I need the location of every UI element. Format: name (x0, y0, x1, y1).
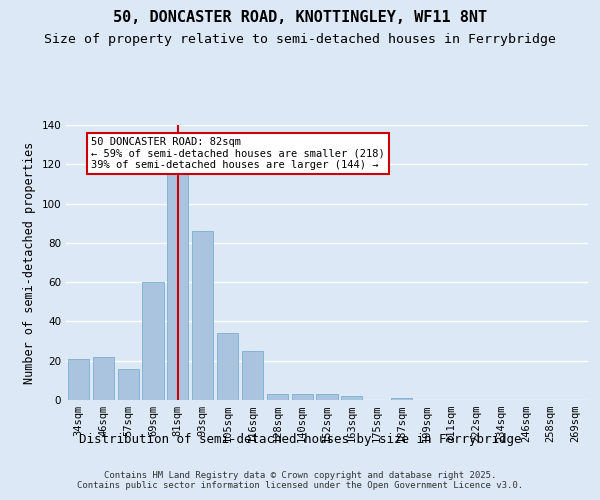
Bar (167, 168, 188, 400)
Text: Contains HM Land Registry data © Crown copyright and database right 2025.
Contai: Contains HM Land Registry data © Crown c… (77, 470, 523, 490)
Bar (142, 282, 164, 400)
Bar (292, 394, 313, 400)
Bar (118, 368, 139, 400)
Bar (93, 357, 114, 400)
Bar (391, 398, 412, 400)
Bar (68, 359, 89, 400)
Text: Distribution of semi-detached houses by size in Ferrybridge: Distribution of semi-detached houses by … (79, 432, 521, 446)
Bar (217, 333, 238, 400)
Y-axis label: Number of semi-detached properties: Number of semi-detached properties (23, 142, 36, 384)
Bar (242, 351, 263, 400)
Bar (267, 394, 288, 400)
Bar (192, 231, 213, 400)
Text: 50, DONCASTER ROAD, KNOTTINGLEY, WF11 8NT: 50, DONCASTER ROAD, KNOTTINGLEY, WF11 8N… (113, 10, 487, 25)
Bar (316, 394, 338, 400)
Text: 50 DONCASTER ROAD: 82sqm
← 59% of semi-detached houses are smaller (218)
39% of : 50 DONCASTER ROAD: 82sqm ← 59% of semi-d… (91, 137, 385, 170)
Text: Size of property relative to semi-detached houses in Ferrybridge: Size of property relative to semi-detach… (44, 32, 556, 46)
Bar (341, 396, 362, 400)
